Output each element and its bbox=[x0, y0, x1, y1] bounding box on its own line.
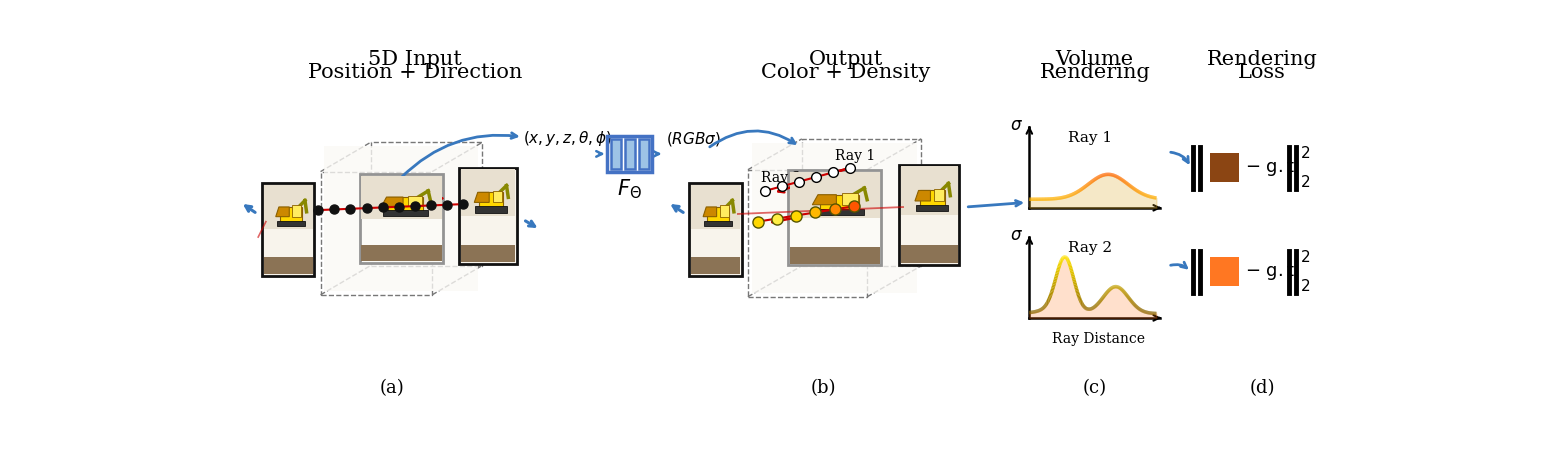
Bar bbox=[280, 207, 302, 221]
Bar bbox=[842, 193, 858, 205]
Bar bbox=[292, 205, 302, 217]
Bar bbox=[264, 257, 313, 274]
Text: (a): (a) bbox=[380, 379, 405, 397]
Bar bbox=[325, 146, 478, 291]
Bar bbox=[325, 146, 478, 291]
Text: $\sigma$: $\sigma$ bbox=[1010, 117, 1024, 134]
Bar bbox=[916, 205, 949, 211]
Text: Ray Distance: Ray Distance bbox=[1052, 332, 1146, 346]
Bar bbox=[625, 138, 635, 169]
Bar bbox=[935, 189, 944, 201]
Text: $F_{\Theta}$: $F_{\Theta}$ bbox=[617, 178, 642, 201]
Bar bbox=[719, 205, 728, 217]
Bar bbox=[388, 197, 424, 211]
Text: $(x,y,z,\theta,\phi)$: $(x,y,z,\theta,\phi)$ bbox=[522, 129, 613, 148]
Bar bbox=[752, 143, 917, 293]
Text: $2$: $2$ bbox=[1299, 249, 1310, 265]
Text: (c): (c) bbox=[1083, 379, 1107, 397]
Bar bbox=[408, 195, 422, 206]
Bar bbox=[689, 183, 742, 275]
Text: (b): (b) bbox=[810, 379, 836, 397]
Bar bbox=[789, 247, 880, 264]
Text: (d): (d) bbox=[1249, 379, 1275, 397]
Text: Color + Density: Color + Density bbox=[761, 64, 932, 82]
Polygon shape bbox=[474, 192, 489, 202]
Bar bbox=[691, 257, 741, 274]
Bar bbox=[492, 191, 502, 202]
Text: Ray 1: Ray 1 bbox=[835, 149, 875, 163]
Text: $-\ \mathrm{g.t.}$: $-\ \mathrm{g.t.}$ bbox=[1246, 157, 1299, 178]
Bar bbox=[263, 183, 314, 275]
Bar bbox=[461, 169, 516, 216]
Bar bbox=[611, 138, 621, 169]
Text: Rendering: Rendering bbox=[1207, 50, 1318, 69]
Bar bbox=[1210, 257, 1239, 286]
Text: Loss: Loss bbox=[1238, 64, 1286, 82]
Bar bbox=[900, 245, 958, 263]
Bar bbox=[819, 195, 858, 210]
Text: Rendering: Rendering bbox=[1039, 64, 1150, 82]
Bar bbox=[264, 185, 313, 229]
Text: $(RGB\sigma)$: $(RGB\sigma)$ bbox=[666, 129, 721, 147]
Bar bbox=[900, 166, 958, 215]
Text: Ray 2: Ray 2 bbox=[1068, 241, 1111, 255]
Bar bbox=[460, 167, 517, 264]
Text: $2$: $2$ bbox=[1299, 174, 1310, 191]
Polygon shape bbox=[275, 207, 289, 217]
Text: $2$: $2$ bbox=[1299, 145, 1310, 161]
Bar bbox=[359, 174, 444, 263]
Text: Output: Output bbox=[810, 50, 883, 69]
Bar bbox=[1210, 153, 1239, 182]
Bar bbox=[277, 220, 305, 227]
Polygon shape bbox=[813, 195, 836, 205]
Polygon shape bbox=[703, 207, 716, 217]
Text: $-\ \mathrm{g.t.}$: $-\ \mathrm{g.t.}$ bbox=[1246, 261, 1299, 282]
Bar bbox=[461, 245, 516, 262]
Bar bbox=[919, 191, 946, 206]
Bar bbox=[706, 207, 730, 221]
Bar bbox=[899, 164, 960, 265]
Text: Position + Direction: Position + Direction bbox=[308, 64, 522, 82]
Bar bbox=[478, 192, 503, 208]
Bar bbox=[788, 170, 882, 265]
Bar bbox=[789, 172, 880, 218]
Text: Ray 1: Ray 1 bbox=[1068, 131, 1111, 145]
Bar bbox=[814, 209, 864, 215]
Text: $\sigma$: $\sigma$ bbox=[1010, 227, 1024, 244]
Bar bbox=[608, 136, 652, 172]
Bar bbox=[361, 176, 442, 219]
Bar bbox=[475, 207, 506, 212]
Polygon shape bbox=[381, 197, 403, 206]
Bar bbox=[752, 143, 917, 293]
Text: 5D Input: 5D Input bbox=[367, 50, 461, 69]
Text: $2$: $2$ bbox=[1299, 278, 1310, 294]
Bar bbox=[383, 210, 428, 216]
Bar bbox=[703, 220, 733, 227]
Bar bbox=[691, 185, 741, 229]
Bar bbox=[639, 138, 649, 169]
Polygon shape bbox=[914, 191, 930, 201]
Text: Volume: Volume bbox=[1055, 50, 1133, 69]
Bar bbox=[361, 246, 442, 261]
Text: Ray 2: Ray 2 bbox=[761, 171, 802, 185]
